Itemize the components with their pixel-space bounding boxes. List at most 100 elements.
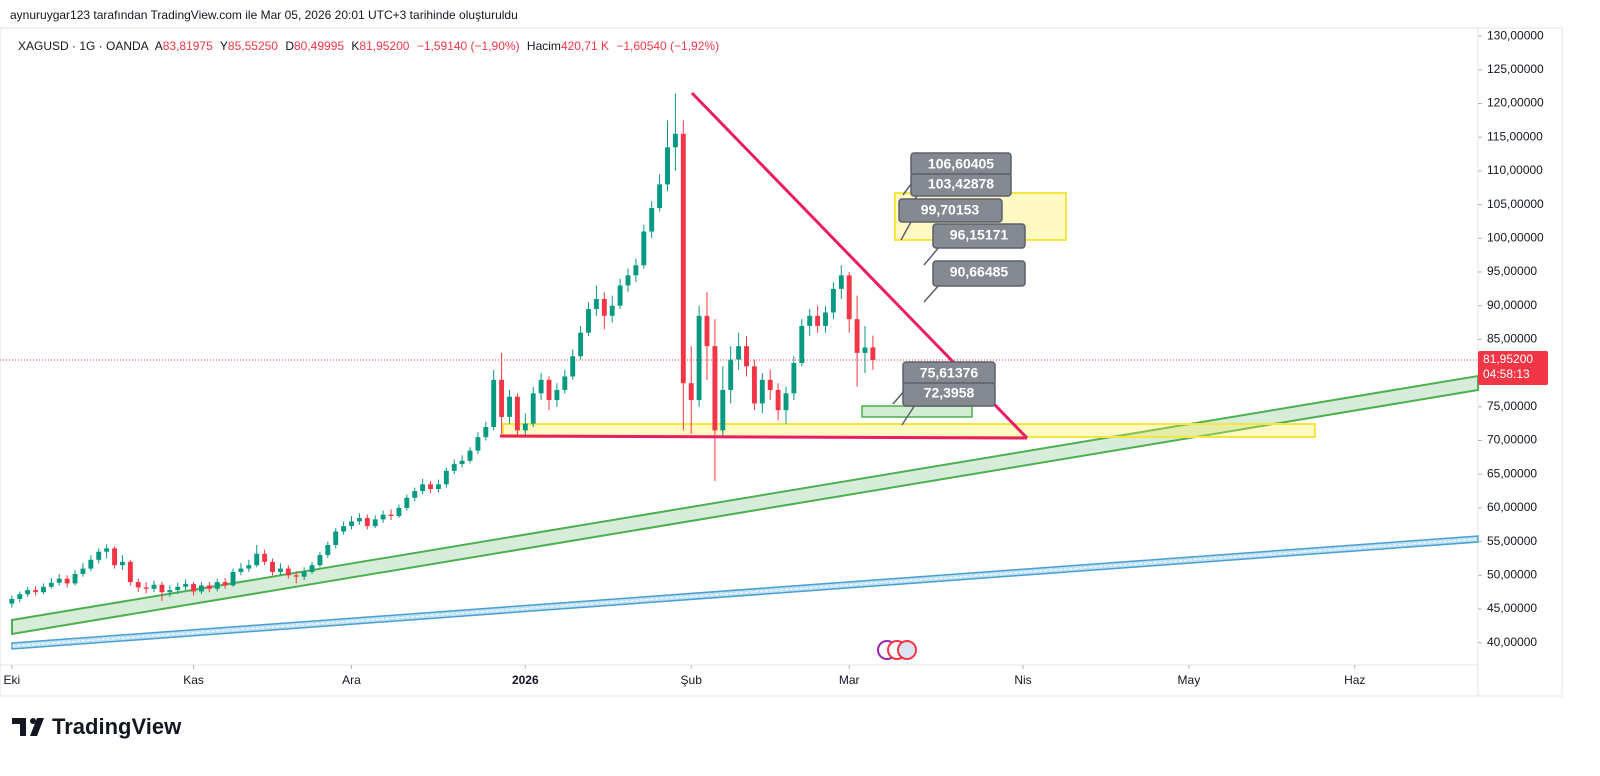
candle-body [625,275,631,286]
candle-body [459,460,465,465]
candle-body [17,594,23,599]
candle-body [562,376,568,390]
candle-body [799,325,805,363]
y-tick-label: 40,00000 [1487,635,1537,649]
candle-body [530,393,536,424]
candle-body [823,312,828,326]
candle-body [159,584,165,593]
candle-body [412,491,418,498]
candle-body [736,346,742,360]
x-tick-label: Kas [183,673,204,687]
candle-body [593,298,599,310]
candle-body [807,315,813,326]
volume: 420,71 K [561,39,609,53]
candle-body [396,507,402,516]
candle-body [704,315,710,347]
candle-body [491,379,497,428]
candle-body [522,423,528,431]
open-value: 83,81975 [163,39,213,53]
open-key: A [155,39,163,53]
candle-body [554,389,560,401]
y-tick-label: 90,00000 [1487,298,1537,312]
event-icons [877,640,917,660]
low-value: 80,49995 [294,39,344,53]
credit: aynuruygar123 tarafından TradingView.com… [10,8,518,22]
y-tick-label: 45,00000 [1487,601,1537,615]
y-tick-label: 50,00000 [1487,567,1537,581]
candle-body [846,275,852,320]
volume-key: Hacim [527,39,561,53]
candle-body [127,561,133,583]
candle-body [649,207,655,232]
high-key: Y [220,39,228,53]
y-tick-label: 115,00000 [1487,129,1543,143]
candle-body [285,568,291,576]
candle-body [33,590,38,593]
candle-body [246,565,252,569]
close-key: K [351,39,359,53]
candle-body [214,582,220,589]
candle-body [617,285,623,306]
low-key: D [285,39,294,53]
callout-label: 99,70153 [921,202,980,218]
candle-body [112,548,117,566]
callout-box [932,260,1026,287]
candle-body [862,347,868,353]
candle-body [586,309,591,333]
candle-body [96,551,102,560]
candle-body [744,346,749,367]
candle-body [64,578,70,584]
callout-label: 96,15171 [950,227,1009,243]
x-tick-label: 2026 [512,673,539,687]
candle-body [364,518,370,527]
candle-body [767,379,773,390]
logo-dot [30,718,36,724]
candle-body [388,514,394,516]
candle-body [198,585,204,592]
candle-body [277,568,283,572]
candle-body [507,396,512,417]
candle-body [688,383,694,401]
callout-box [898,198,1003,223]
candle-body [119,561,125,566]
candle-body [56,578,62,583]
pointer [923,245,941,266]
price-tag [1478,350,1548,385]
candle-body [183,584,189,587]
candle-body [428,484,433,490]
candle-body [443,470,449,485]
candle-body [404,497,410,508]
candle-body [467,450,473,461]
candle-body [420,484,426,492]
candles [9,93,876,608]
candle-body [341,526,347,532]
candle-body [9,598,15,604]
candle-body [301,571,307,577]
candle-body [80,568,86,574]
change: −1,59140 (−1,90%) [417,39,520,53]
candle-body [499,379,505,417]
candle-body [435,484,441,490]
event-icon[interactable] [897,640,917,660]
y-tick-label: 105,00000 [1487,197,1544,211]
candle-body [751,366,757,404]
candle-body [791,362,797,394]
y-tick-label: 65,00000 [1487,466,1537,480]
candle-body [609,305,615,316]
candle-body [815,315,821,326]
callout-label: 75,61376 [920,365,979,381]
callout-box [932,223,1026,249]
candle-body [325,544,331,556]
candle-body [641,231,647,266]
candle-body [783,393,789,411]
candle-body [48,582,54,587]
candle-body [167,590,173,593]
callout-label: 106,60405 [928,156,994,172]
x-tick-label: Şub [681,673,703,687]
candle-body [333,531,339,545]
high-value: 85,55250 [228,39,278,53]
y-tick-label: 110,00000 [1487,163,1543,177]
candle-body [657,184,663,208]
candle-body [665,147,670,185]
candle-body [88,559,94,569]
